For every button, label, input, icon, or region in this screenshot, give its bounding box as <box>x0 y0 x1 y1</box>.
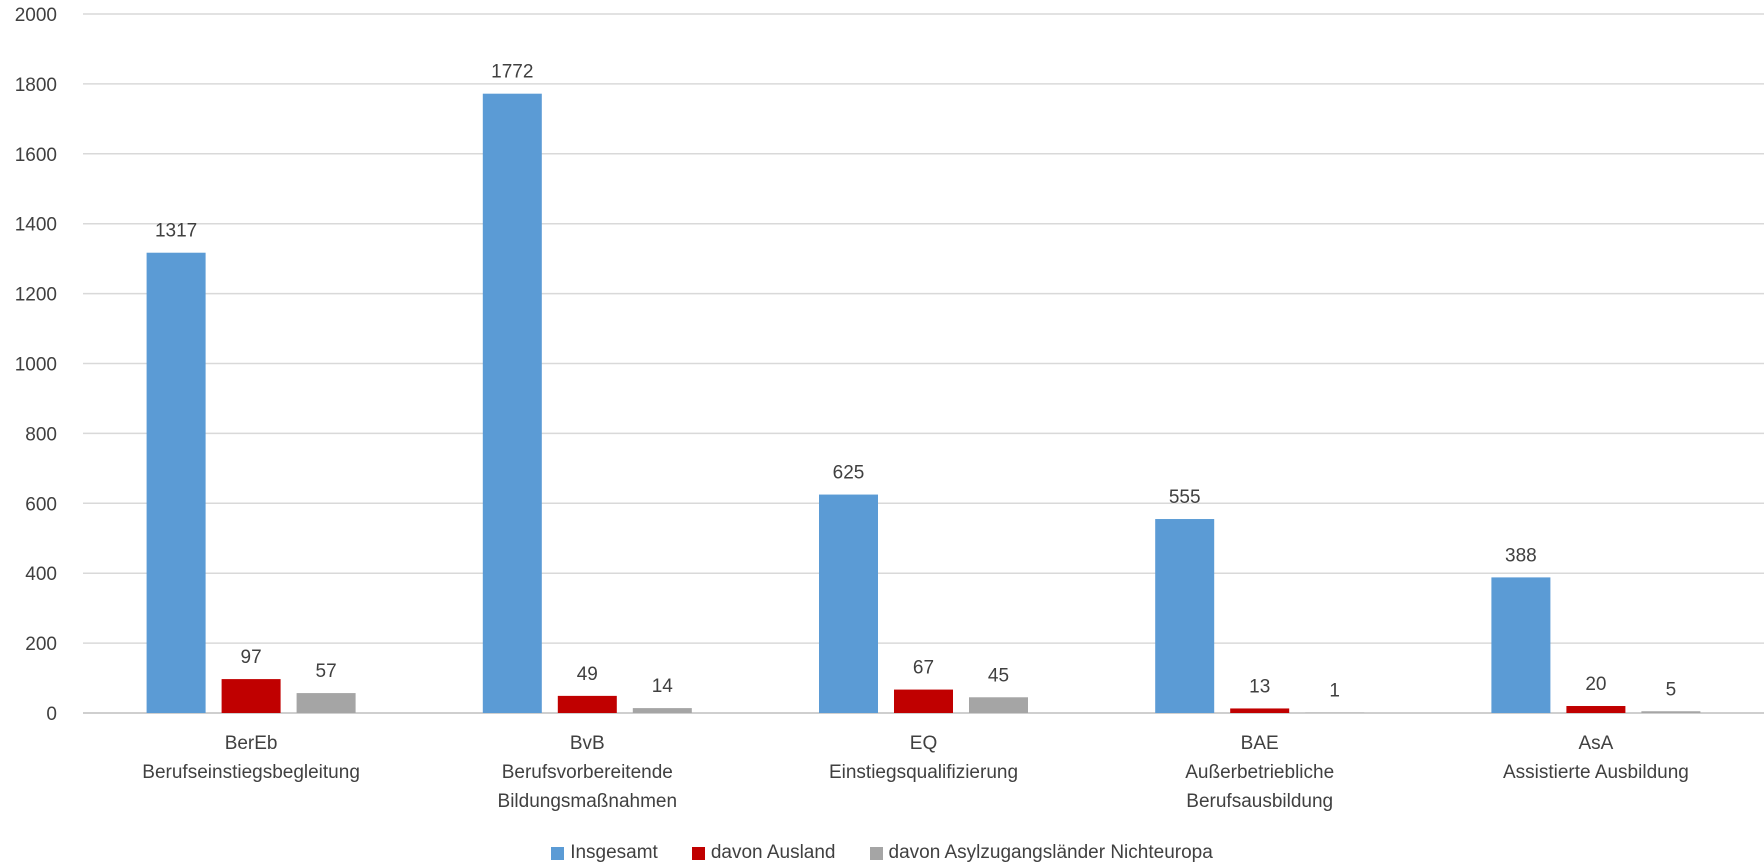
y-tick-label: 1200 <box>15 285 57 306</box>
x-tick-label: Berufsvorbereitende <box>502 762 673 783</box>
y-tick-label: 2000 <box>15 5 57 26</box>
bar <box>819 494 878 713</box>
bar <box>221 679 281 713</box>
legend-item-asyl: davon Asylzugangsländer Nichteuropa <box>869 842 1213 864</box>
bar <box>894 689 953 713</box>
x-tick-label: BerEb <box>225 733 278 754</box>
legend-swatch-asyl <box>869 846 883 860</box>
bar <box>1641 711 1701 713</box>
data-label: 1772 <box>491 62 533 83</box>
y-tick-label: 0 <box>46 704 57 725</box>
y-tick-label: 1000 <box>15 355 57 376</box>
x-tick-label: AsA <box>1578 733 1613 754</box>
y-tick-label: 1400 <box>15 215 57 236</box>
y-tick-label: 1800 <box>15 75 57 96</box>
x-tick-label: Außerbetriebliche <box>1185 762 1334 783</box>
bar <box>1491 577 1551 713</box>
legend-swatch-ausland <box>691 846 705 860</box>
y-tick-label: 200 <box>25 634 57 655</box>
bar <box>1566 706 1626 713</box>
bar <box>1155 519 1215 713</box>
bar <box>632 708 692 713</box>
data-label: 45 <box>988 665 1009 686</box>
bar-chart: 0200400600800100012001400160018002000131… <box>15 5 1764 812</box>
bar <box>482 93 542 714</box>
bar <box>1230 708 1290 713</box>
data-label: 20 <box>1585 674 1606 695</box>
x-tick-label: Berufseinstiegsbegleitung <box>142 762 360 783</box>
data-label: 49 <box>577 664 598 685</box>
legend-swatch-insgesamt <box>551 846 565 860</box>
x-tick-label: Einstiegsqualifizierung <box>829 762 1018 783</box>
bar <box>969 697 1028 713</box>
data-label: 13 <box>1249 676 1270 697</box>
data-label: 625 <box>833 463 865 484</box>
data-label: 5 <box>1666 679 1677 700</box>
x-tick-label: Bildungsmaßnahmen <box>498 791 678 812</box>
x-tick-label: Assistierte Ausbildung <box>1503 762 1689 783</box>
bar <box>146 252 206 713</box>
legend: Insgesamt davon Ausland davon Asylzugang… <box>0 842 1764 864</box>
legend-item-ausland: davon Ausland <box>691 842 836 864</box>
x-tick-label: BAE <box>1241 733 1279 754</box>
data-label: 1317 <box>155 221 197 242</box>
data-label: 97 <box>241 647 262 668</box>
bar <box>557 695 617 713</box>
legend-item-insgesamt: Insgesamt <box>551 842 658 864</box>
data-label: 388 <box>1505 545 1537 566</box>
y-tick-label: 400 <box>25 564 57 585</box>
y-tick-label: 800 <box>25 424 57 445</box>
y-tick-label: 1600 <box>15 145 57 166</box>
data-label: 67 <box>913 658 934 679</box>
data-label: 555 <box>1169 487 1201 508</box>
legend-label-ausland: davon Ausland <box>710 842 836 863</box>
y-tick-label: 600 <box>25 494 57 515</box>
x-tick-label: Berufsausbildung <box>1186 791 1333 812</box>
legend-label-asyl: davon Asylzugangsländer Nichteuropa <box>888 842 1213 863</box>
data-label: 1 <box>1329 681 1340 702</box>
bar <box>296 693 356 713</box>
x-tick-label: BvB <box>570 733 605 754</box>
data-label: 57 <box>316 661 337 682</box>
data-label: 14 <box>652 676 674 697</box>
legend-label-insgesamt: Insgesamt <box>570 842 658 863</box>
x-tick-label: EQ <box>910 733 937 754</box>
